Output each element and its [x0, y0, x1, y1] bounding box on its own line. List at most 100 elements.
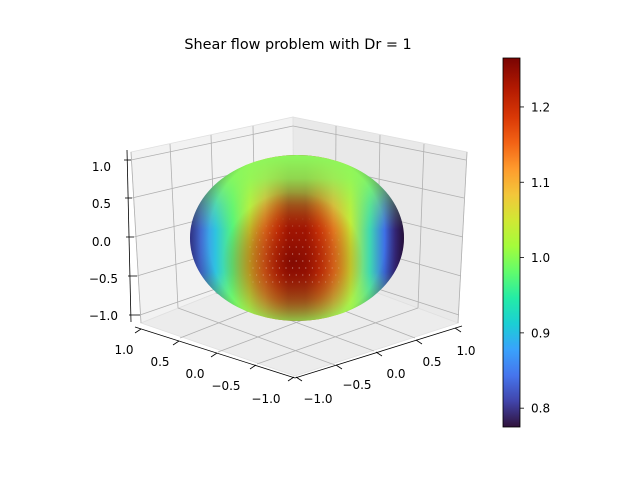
mesh-dot [328, 260, 330, 262]
mesh-dot [278, 225, 280, 227]
sphere-surface [190, 155, 404, 321]
mesh-dot [318, 281, 320, 283]
mesh-dot [311, 253, 313, 255]
mesh-dot [295, 218, 297, 220]
z-tick-label: −1.0 [89, 309, 118, 323]
mesh-dot [305, 225, 307, 227]
mesh-dot [275, 246, 277, 248]
mesh-dot [272, 253, 274, 255]
colorbar-gradient [502, 57, 521, 428]
mesh-dot [285, 267, 287, 269]
mesh-dot [252, 239, 254, 241]
mesh-dot [292, 253, 294, 255]
mesh-dot [318, 267, 320, 269]
mesh-dot [338, 267, 340, 269]
mesh-dot [305, 239, 307, 241]
mesh-dot [311, 225, 313, 227]
mesh-dot [298, 239, 300, 241]
mesh-dot [265, 225, 267, 227]
mesh-dot [311, 281, 313, 283]
z-tick-label: −0.5 [89, 272, 118, 286]
mesh-dot [269, 260, 271, 262]
mesh-dot [259, 253, 261, 255]
colorbar-tick-label: 1.2 [531, 100, 550, 114]
mesh-dot [315, 218, 316, 219]
mesh-dot [292, 225, 294, 227]
mesh-dot [331, 267, 333, 269]
mesh-dot [249, 260, 251, 262]
mesh-dot [265, 281, 267, 283]
mesh-dot [292, 281, 294, 283]
mesh-dot [302, 246, 304, 248]
mesh-dot [338, 281, 340, 283]
mesh-dot [322, 232, 324, 234]
mesh-dot [322, 274, 324, 276]
mesh-dot [285, 225, 287, 227]
mesh-dot [278, 239, 280, 241]
mesh-dot [302, 218, 304, 220]
mesh-dot [289, 218, 291, 220]
mesh-dot [278, 267, 280, 269]
mesh-dot [298, 267, 300, 269]
mesh-dot [259, 225, 261, 227]
z-tick-label: 1.0 [92, 160, 111, 174]
mesh-dot [298, 253, 300, 255]
mesh-dot [308, 260, 310, 262]
mesh-dot [325, 267, 327, 269]
mesh-dot [331, 239, 333, 241]
mesh-dot [335, 232, 337, 234]
colorbar-tick-label: 0.9 [531, 326, 550, 340]
mesh-dot [249, 232, 251, 234]
mesh-dot [289, 232, 291, 234]
mesh-dot [338, 253, 340, 255]
y-tick-label: −0.5 [342, 378, 371, 392]
mesh-dot [325, 225, 327, 227]
y-tick-label: 0.5 [422, 355, 441, 369]
z-axis-line [126, 149, 132, 323]
mesh-dot [272, 267, 274, 269]
mesh-dot [308, 246, 310, 248]
mesh-dot [308, 232, 310, 234]
mesh-dot [269, 246, 271, 248]
x-axis-line [134, 326, 296, 379]
mesh-dot [325, 281, 327, 283]
mesh-dot [269, 274, 271, 276]
mesh-dot [282, 260, 284, 262]
mesh-dot [338, 239, 340, 241]
mesh-dot [331, 253, 333, 255]
colorbar-ticks: 0.8 0.9 1.0 1.1 1.2 [520, 100, 550, 416]
mesh-dot [272, 225, 274, 227]
mesh-dot [322, 260, 324, 262]
mesh-dot [256, 246, 258, 248]
mesh-dot [252, 281, 254, 283]
axis-lines [126, 149, 463, 379]
mesh-dot [315, 246, 317, 248]
mesh-dot [292, 267, 294, 269]
mesh-dot [262, 232, 264, 234]
mesh-dot [295, 260, 297, 262]
mesh-dot [328, 274, 330, 276]
mesh-dot [302, 260, 304, 262]
mesh-dot [282, 218, 284, 220]
colorbar-tick-label: 1.1 [531, 176, 550, 190]
chart-title: Shear flow problem with Dr = 1 [184, 37, 411, 53]
mesh-dot [295, 246, 297, 248]
z-ticks: 1.0 0.5 0.0 −0.5 −1.0 [89, 159, 140, 323]
mesh-dot [272, 281, 274, 283]
mesh-dot [308, 274, 310, 276]
mesh-dot [315, 260, 317, 262]
colorbar-tick-label: 0.8 [531, 402, 550, 416]
mesh-dot [305, 267, 307, 269]
colorbar-tick-label: 1.0 [531, 251, 550, 265]
mesh-dot [322, 246, 324, 248]
x-ticks: 1.0 0.5 0.0 −0.5 −1.0 [114, 328, 295, 406]
mesh-dot [298, 225, 300, 227]
mesh-dot [332, 225, 333, 226]
mesh-dot [275, 232, 277, 234]
mesh-dot [278, 253, 280, 255]
mesh-dot [305, 253, 307, 255]
y-tick-label: 0.0 [386, 367, 405, 381]
y-tick-label: −1.0 [303, 392, 332, 406]
mesh-dot [256, 232, 258, 234]
mesh-dot [295, 232, 297, 234]
